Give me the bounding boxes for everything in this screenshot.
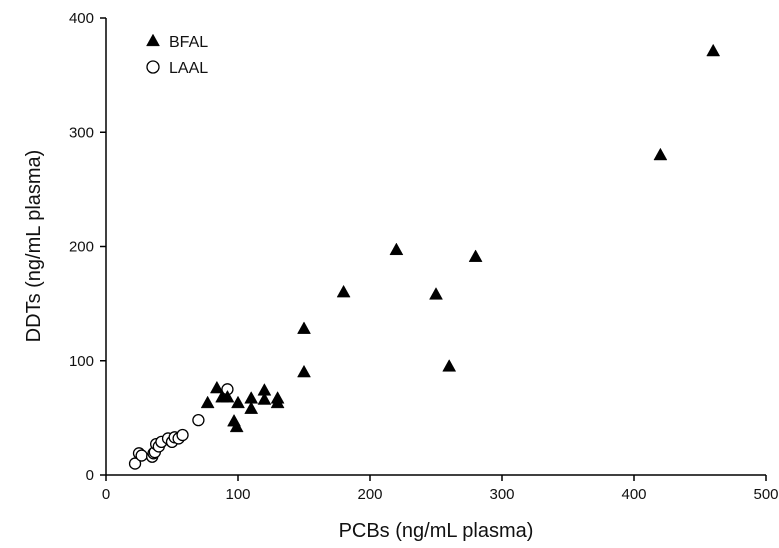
data-point-laal bbox=[135, 449, 148, 462]
x-tick-label: 100 bbox=[225, 486, 250, 503]
legend-item-laal: LAAL bbox=[146, 60, 208, 77]
data-point-bfal bbox=[336, 284, 351, 298]
data-point-laal bbox=[128, 457, 142, 470]
data-points bbox=[128, 43, 721, 470]
data-point-bfal bbox=[442, 359, 457, 372]
data-point-bfal bbox=[244, 401, 259, 414]
y-tick-label: 100 bbox=[69, 353, 94, 370]
data-point-bfal bbox=[297, 364, 311, 378]
data-point-bfal bbox=[468, 249, 483, 262]
legend: BFAL LAAL bbox=[146, 33, 208, 77]
data-point-laal bbox=[192, 414, 205, 427]
y-tick-label: 200 bbox=[69, 239, 94, 256]
data-point-bfal bbox=[231, 395, 245, 409]
y-tick-label: 400 bbox=[69, 10, 94, 27]
data-point-bfal bbox=[270, 391, 285, 404]
legend-circle-icon bbox=[146, 60, 160, 74]
x-tick-label: 300 bbox=[489, 486, 514, 503]
data-point-bfal bbox=[220, 389, 235, 403]
legend-triangle-icon bbox=[146, 33, 160, 47]
x-tick-label: 400 bbox=[621, 486, 646, 503]
legend-label: LAAL bbox=[169, 60, 208, 77]
data-point-bfal bbox=[209, 380, 224, 394]
data-point-laal bbox=[176, 428, 189, 442]
legend-label: BFAL bbox=[169, 34, 208, 51]
data-point-bfal bbox=[200, 395, 215, 409]
y-tick-label: 300 bbox=[69, 124, 94, 141]
series-laal bbox=[128, 383, 234, 470]
x-tick-label: 200 bbox=[357, 486, 382, 503]
series-bfal bbox=[200, 43, 721, 433]
data-point-bfal bbox=[229, 419, 244, 433]
x-tick-label: 0 bbox=[102, 486, 110, 503]
data-point-bfal bbox=[257, 392, 272, 405]
x-tick-label: 500 bbox=[753, 486, 778, 503]
data-point-bfal bbox=[429, 287, 443, 300]
data-point-bfal bbox=[297, 321, 311, 334]
y-axis-label: DDTs (ng/mL plasma) bbox=[23, 150, 45, 343]
x-axis-label: PCBs (ng/mL plasma) bbox=[339, 520, 534, 542]
data-point-bfal bbox=[389, 242, 404, 256]
data-point-bfal bbox=[653, 147, 668, 161]
data-point-bfal bbox=[244, 391, 259, 404]
y-tick-label: 0 bbox=[86, 467, 94, 484]
ticks: 0 100 200 300 400 500 0 100 200 300 400 bbox=[69, 10, 779, 503]
data-point-bfal bbox=[706, 43, 721, 57]
legend-item-bfal: BFAL bbox=[146, 33, 208, 51]
